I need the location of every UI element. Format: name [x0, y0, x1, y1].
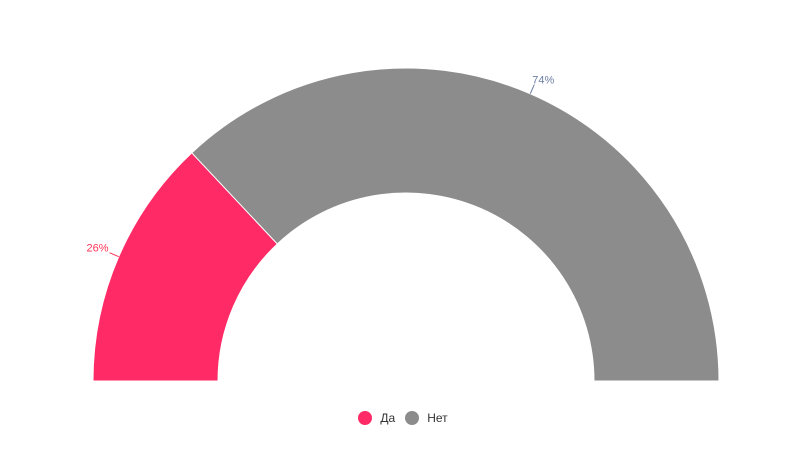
legend-item-da[interactable]: Да: [358, 411, 395, 425]
label-connector: [109, 252, 119, 258]
slice-2[interactable]: [191, 67, 720, 382]
legend-marker-da: [358, 411, 373, 425]
label-connector: [529, 84, 535, 94]
data-label: 74%: [532, 75, 554, 87]
legend-label: Да: [380, 411, 396, 425]
data-label: 26%: [87, 243, 109, 255]
legend: Да Нет: [0, 411, 806, 425]
legend-item-net[interactable]: Нет: [405, 411, 448, 425]
legend-marker-net: [405, 411, 420, 425]
legend-label: Нет: [427, 411, 448, 425]
